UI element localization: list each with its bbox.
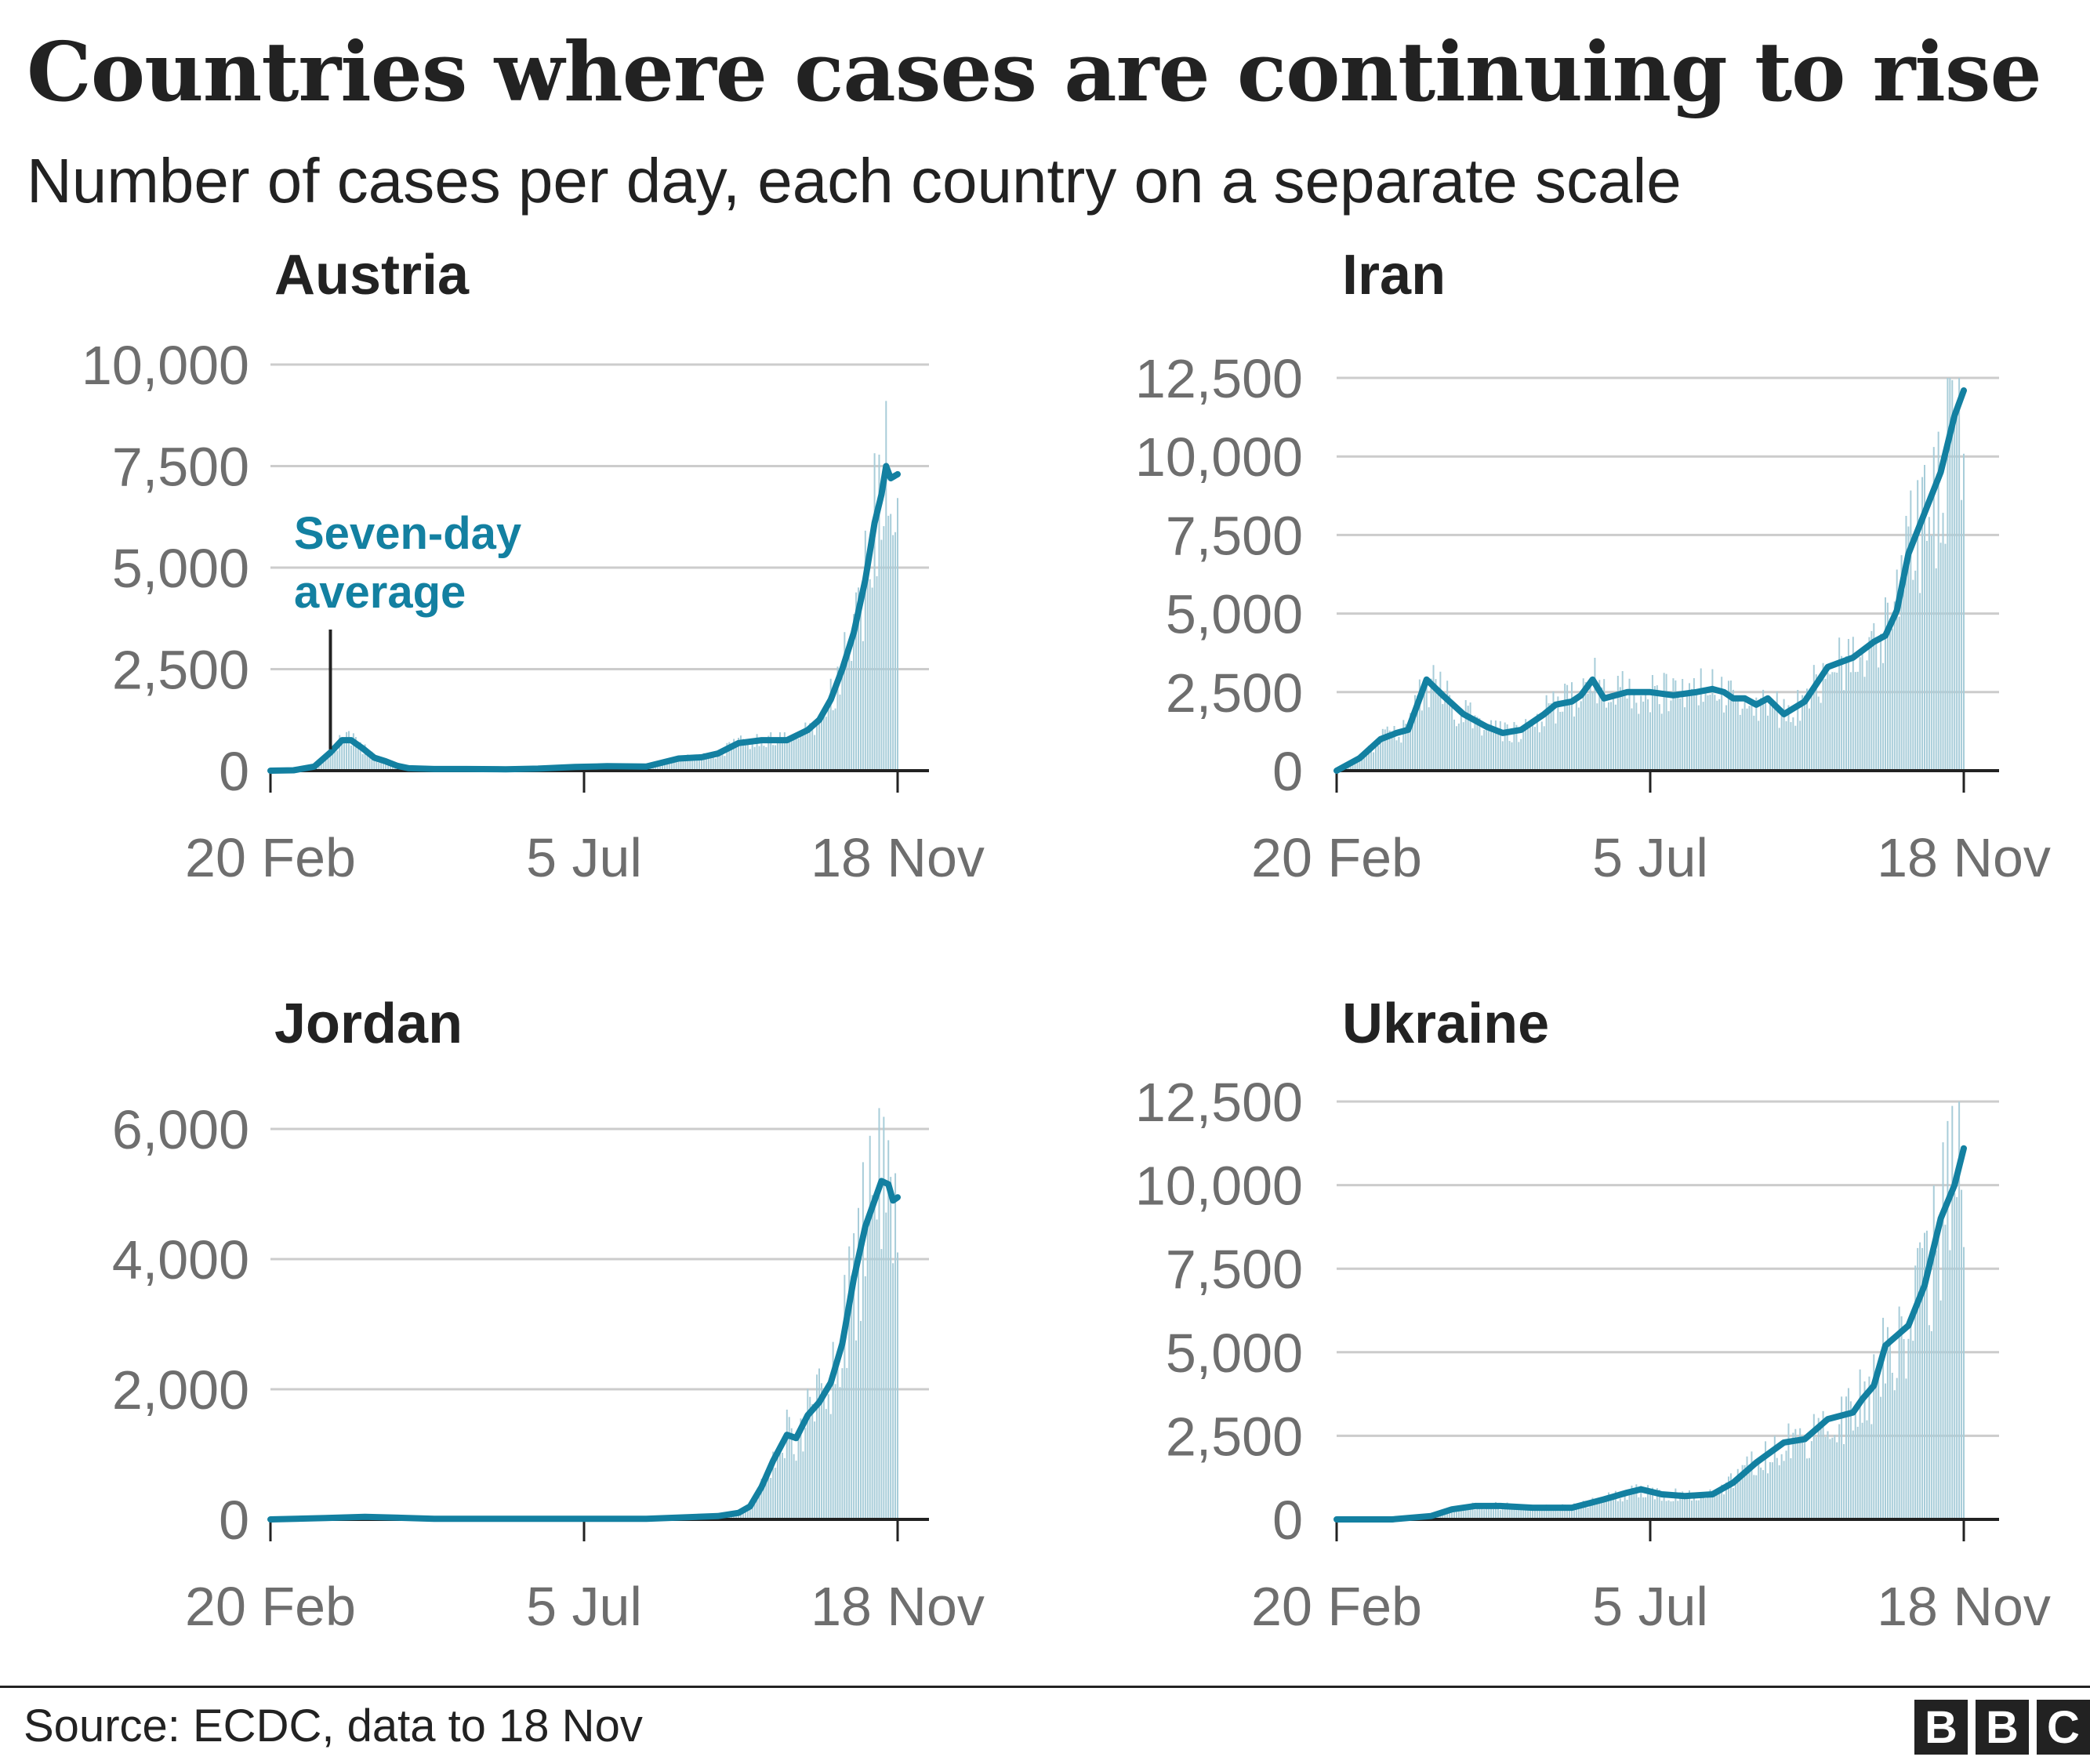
y-tick-label: 10,000 (1135, 1156, 1303, 1217)
x-tick-label: 20 Feb (1251, 827, 1422, 888)
panel-title-iran: Iran (1342, 244, 1446, 307)
series-line-jordan (267, 1178, 901, 1523)
panel-iran: Iran 0 2,500 5,000 7,500 10,000 12,500 20 Feb 5 … (1135, 244, 2051, 888)
y-tick-label: 5,000 (112, 538, 249, 599)
page-title: Countries where cases are continuing to … (27, 24, 2042, 120)
bbc-logo: B B C (1914, 1700, 2090, 1755)
series-line-austria (267, 463, 901, 774)
y-tick-label: 2,500 (1166, 662, 1303, 724)
logo-letter-b1: B (1914, 1700, 1968, 1755)
x-tick-label: 5 Jul (526, 1576, 642, 1637)
y-tick-label: 2,000 (112, 1359, 249, 1421)
x-tick-label: 18 Nov (1877, 827, 2051, 888)
x-tick-label: 20 Feb (185, 827, 356, 888)
y-tick-label: 0 (1272, 741, 1303, 802)
y-tick-label: 5,000 (1166, 1323, 1303, 1384)
x-tick-label: 20 Feb (1251, 1576, 1422, 1637)
source-note: Source: ECDC, data to 18 Nov (24, 1700, 643, 1751)
y-tick-label: 7,500 (1166, 505, 1303, 566)
x-tick-label: 20 Feb (185, 1576, 356, 1637)
y-tick-label: 0 (219, 1490, 249, 1551)
x-tick-label: 18 Nov (811, 1576, 985, 1637)
daily-bars-iran (1337, 378, 1965, 771)
y-tick-label: 2,500 (112, 640, 249, 701)
y-tick-label: 10,000 (82, 335, 249, 396)
y-tick-label: 2,500 (1166, 1406, 1303, 1467)
panel-title-austria: Austria (274, 244, 470, 307)
y-tick-label: 12,500 (1135, 348, 1303, 409)
panel-title-jordan: Jordan (274, 993, 463, 1055)
series-line-ukraine (1333, 1145, 1967, 1523)
daily-bars-ukraine (1393, 1102, 1965, 1519)
y-tick-label: 4,000 (112, 1229, 249, 1290)
x-tick-label: 5 Jul (526, 827, 642, 888)
x-tick-label: 18 Nov (1877, 1576, 2051, 1637)
panel-austria: Austria 0 2,500 5,000 7,500 10,000 20 Feb 5 Jul… (82, 244, 985, 888)
x-tick-label: 5 Jul (1592, 827, 1708, 888)
y-tick-label: 6,000 (112, 1099, 249, 1160)
footer-rule (0, 1686, 2090, 1688)
logo-letter-b2: B (1976, 1700, 2029, 1755)
annotation-line1: Seven-day (294, 508, 521, 559)
panel-ukraine: Ukraine 0 2,500 5,000 7,500 10,000 12,500 20 Fe… (1135, 993, 2051, 1637)
x-tick-label: 5 Jul (1592, 1576, 1708, 1637)
daily-bars-jordan (271, 1108, 898, 1519)
y-tick-label: 0 (1272, 1490, 1303, 1551)
panel-title-ukraine: Ukraine (1342, 993, 1549, 1055)
y-tick-label: 5,000 (1166, 584, 1303, 645)
y-tick-label: 12,500 (1135, 1072, 1303, 1133)
x-tick-label: 18 Nov (811, 827, 985, 888)
annotation-line2: average (294, 567, 466, 618)
logo-letter-c: C (2037, 1700, 2090, 1755)
y-tick-label: 10,000 (1135, 426, 1303, 488)
y-tick-label: 0 (219, 741, 249, 802)
series-line-iran (1333, 387, 1967, 774)
panel-jordan: Jordan 0 2,000 4,000 6,000 20 Feb 5 Jul 18 Nov (112, 993, 985, 1637)
y-tick-label: 7,500 (112, 437, 249, 498)
charts-canvas: Austria 0 2,500 5,000 7,500 10,000 20 Feb 5 Jul… (82, 244, 2051, 1637)
y-tick-label: 7,500 (1166, 1239, 1303, 1300)
page-subtitle: Number of cases per day, each country on… (27, 146, 1682, 216)
